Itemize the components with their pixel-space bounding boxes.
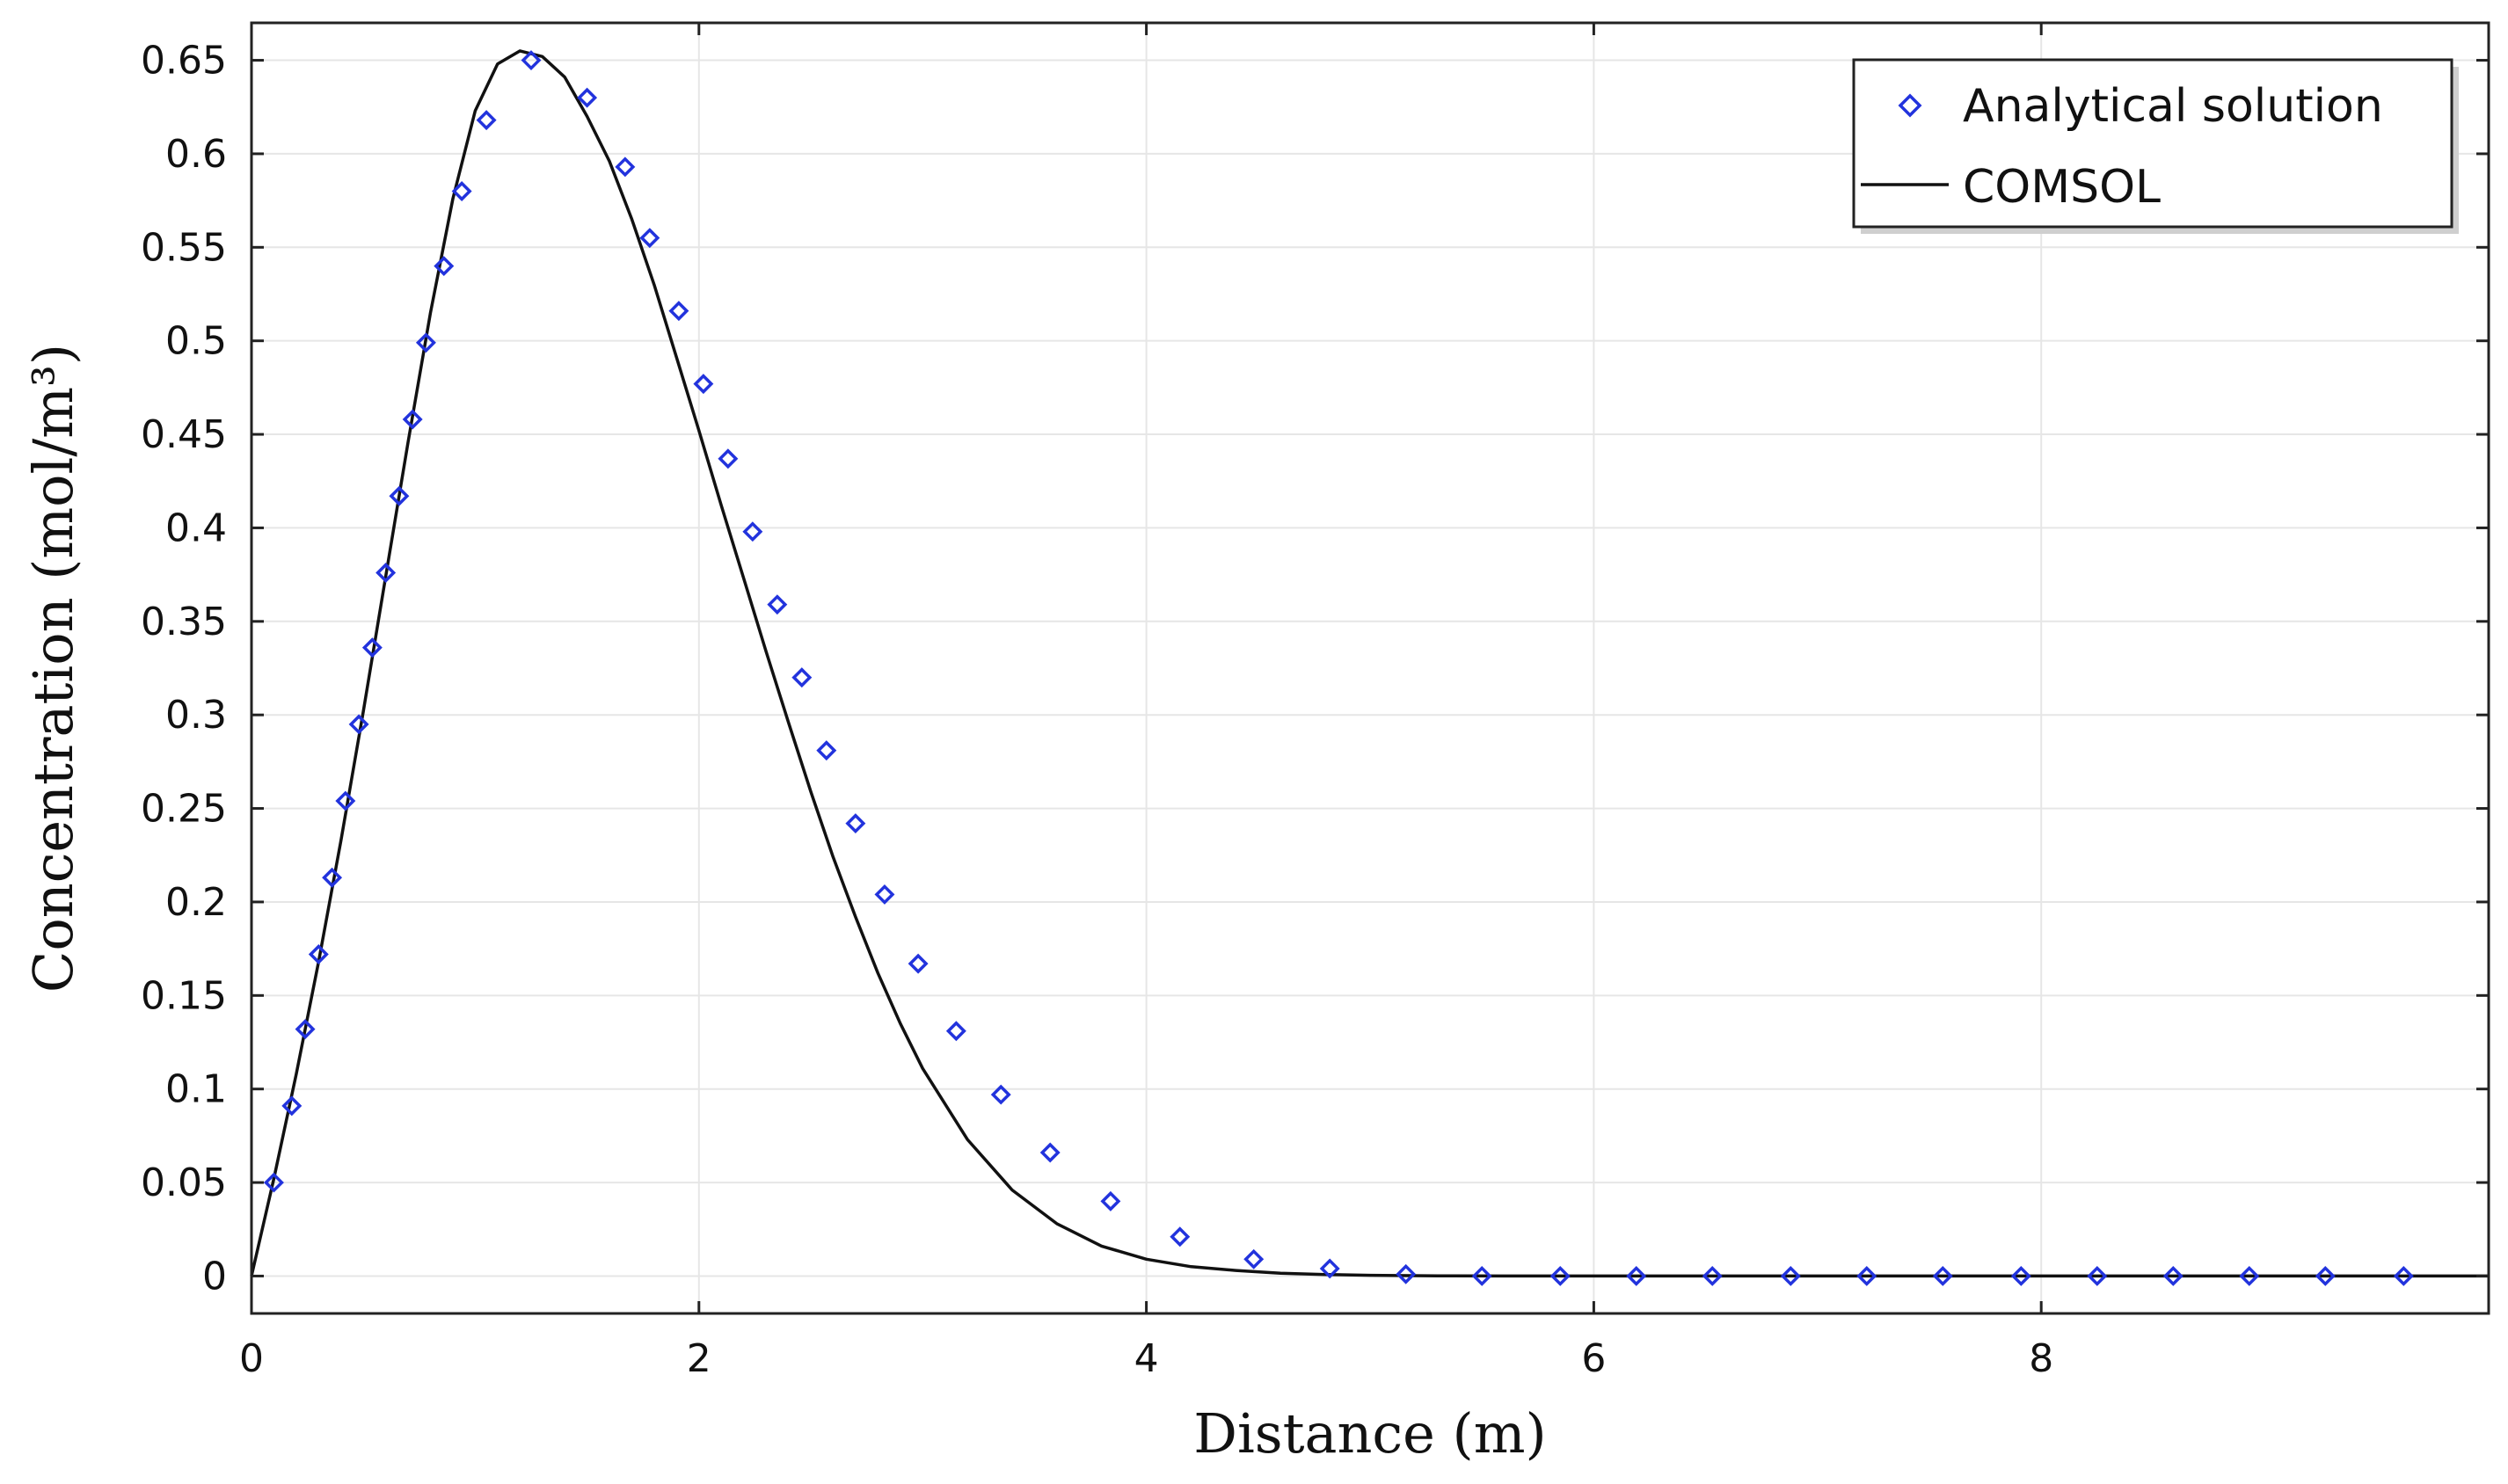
data-point-analytical <box>2239 1265 2260 1286</box>
data-point-analytical <box>1039 1142 1061 1163</box>
data-point-analytical <box>577 87 598 108</box>
y-tick-label: 0.4 <box>165 506 227 550</box>
data-point-analytical <box>322 867 343 888</box>
tick-layer: 0 0.05 0.1 0.15 0.2 0.25 0.3 0.35 0.4 0.45 0.5 0.55… <box>141 23 2489 1381</box>
y-tick-label: 0.5 <box>165 319 227 364</box>
data-point-analytical <box>668 301 689 322</box>
data-point-analytical <box>908 953 929 974</box>
data-point-analytical <box>816 740 837 761</box>
data-point-analytical <box>2162 1265 2184 1286</box>
data-point-analytical <box>1319 1258 1340 1279</box>
x-axis-title: Distance (m) <box>1193 1401 1546 1466</box>
data-point-analytical <box>742 521 763 542</box>
y-tick-label: 0.25 <box>141 787 227 832</box>
y-tick-label: 0.05 <box>141 1160 227 1205</box>
data-point-analytical <box>2393 1265 2414 1286</box>
series-layer <box>250 49 2489 1286</box>
data-point-analytical <box>1702 1265 1723 1286</box>
data-point-analytical <box>2315 1265 2336 1286</box>
data-point-analytical <box>990 1084 1011 1105</box>
data-point-analytical <box>2087 1265 2108 1286</box>
data-point-analytical <box>1100 1190 1121 1211</box>
data-point-analytical <box>874 884 895 905</box>
data-point-analytical <box>693 374 714 395</box>
data-point-analytical <box>521 50 542 71</box>
legend-label-comsol: COMSOL <box>1963 161 2161 214</box>
y-tick-label: 0.1 <box>165 1067 227 1112</box>
legend: Analytical solution COMSOL <box>1852 58 2459 234</box>
data-point-analytical <box>615 156 636 178</box>
data-point-analytical <box>1856 1265 1877 1286</box>
y-tick-label: 0.65 <box>141 39 227 84</box>
x-tick-label: 2 <box>687 1336 711 1381</box>
legend-box <box>1852 58 2453 229</box>
data-point-analytical <box>281 1095 303 1117</box>
data-point-analytical <box>791 667 813 688</box>
data-point-analytical <box>1549 1265 1571 1286</box>
y-tick-label: 0.3 <box>165 693 227 738</box>
data-point-analytical <box>1396 1263 1417 1284</box>
legend-marker-diamond-icon <box>1898 93 1922 118</box>
x-tick-label: 0 <box>239 1336 264 1381</box>
plot-area-frame <box>250 21 2490 1315</box>
y-tick-label: 0.35 <box>141 600 227 644</box>
data-point-analytical <box>389 485 410 506</box>
data-point-analytical <box>1780 1265 1801 1286</box>
y-tick-label: 0.55 <box>141 225 227 270</box>
data-point-analytical <box>1243 1248 1265 1269</box>
data-point-analytical <box>402 409 423 430</box>
data-point-analytical <box>1170 1226 1191 1248</box>
y-axis-title: Concentration (mol/m³) <box>21 344 85 993</box>
x-tick-label: 8 <box>2029 1336 2053 1381</box>
data-point-analytical <box>639 228 660 249</box>
data-point-analytical <box>348 714 369 735</box>
data-point-analytical <box>1932 1265 1953 1286</box>
y-tick-label: 0.45 <box>141 412 227 457</box>
x-tick-label: 4 <box>1134 1336 1159 1381</box>
data-point-analytical <box>415 332 436 353</box>
data-point-analytical <box>476 110 497 131</box>
y-tick-label: 0.15 <box>141 973 227 1018</box>
legend-label-analytical: Analytical solution <box>1963 80 2383 133</box>
data-point-analytical <box>767 594 788 615</box>
data-point-analytical <box>718 448 739 469</box>
data-point-analytical <box>2010 1265 2031 1286</box>
y-tick-label: 0 <box>202 1254 227 1298</box>
data-point-analytical <box>945 1021 966 1042</box>
data-point-analytical <box>335 790 356 811</box>
data-point-analytical <box>434 256 455 277</box>
data-point-analytical <box>361 637 383 658</box>
data-point-analytical <box>263 1172 284 1193</box>
data-point-analytical <box>1626 1265 1647 1286</box>
data-point-analytical <box>1471 1265 1492 1286</box>
data-point-analytical <box>295 1019 316 1040</box>
data-point-analytical <box>451 181 472 201</box>
data-point-analytical <box>308 944 329 964</box>
y-tick-label: 0.6 <box>165 132 227 177</box>
data-point-analytical <box>375 563 397 583</box>
x-tick-label: 6 <box>1581 1336 1606 1381</box>
y-tick-label: 0.2 <box>165 880 227 925</box>
data-point-analytical <box>845 813 866 834</box>
